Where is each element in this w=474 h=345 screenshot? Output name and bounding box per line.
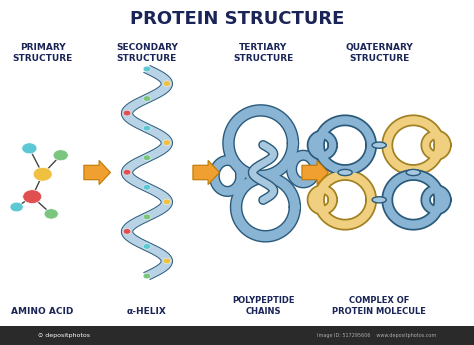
- Circle shape: [33, 167, 52, 181]
- Circle shape: [143, 273, 151, 279]
- Text: COMPLEX OF
PROTEIN MOLECULE: COMPLEX OF PROTEIN MOLECULE: [332, 296, 426, 316]
- Text: POLYPEPTIDE
CHAINS: POLYPEPTIDE CHAINS: [232, 296, 294, 316]
- Circle shape: [163, 258, 171, 264]
- Circle shape: [123, 169, 131, 175]
- FancyArrow shape: [302, 160, 328, 185]
- Ellipse shape: [338, 169, 352, 176]
- Circle shape: [143, 125, 151, 131]
- Circle shape: [163, 81, 171, 86]
- Circle shape: [10, 202, 23, 212]
- Text: TERTIARY
STRUCTURE: TERTIARY STRUCTURE: [233, 43, 293, 62]
- Text: ⊙ depositphotos: ⊙ depositphotos: [38, 333, 90, 338]
- Circle shape: [143, 96, 151, 101]
- Circle shape: [163, 199, 171, 205]
- Ellipse shape: [372, 197, 386, 203]
- FancyBboxPatch shape: [0, 326, 474, 345]
- Text: Image ID: 517295606    www.depositphotos.com: Image ID: 517295606 www.depositphotos.co…: [317, 333, 436, 338]
- Circle shape: [53, 150, 68, 161]
- Circle shape: [143, 244, 151, 249]
- Circle shape: [143, 185, 151, 190]
- Ellipse shape: [372, 142, 386, 148]
- Circle shape: [143, 214, 151, 220]
- FancyArrow shape: [84, 160, 110, 185]
- Circle shape: [143, 155, 151, 160]
- Polygon shape: [121, 66, 173, 279]
- Circle shape: [123, 110, 131, 116]
- Ellipse shape: [406, 169, 420, 176]
- Circle shape: [163, 140, 171, 146]
- Text: AMINO ACID: AMINO ACID: [11, 307, 74, 316]
- Text: α-HELIX: α-HELIX: [127, 307, 167, 316]
- Circle shape: [22, 143, 37, 154]
- FancyArrow shape: [193, 160, 219, 185]
- Circle shape: [143, 66, 151, 72]
- Circle shape: [123, 229, 131, 234]
- Circle shape: [44, 209, 58, 219]
- Text: PRIMARY
STRUCTURE: PRIMARY STRUCTURE: [12, 43, 73, 62]
- Text: QUATERNARY
STRUCTURE: QUATERNARY STRUCTURE: [346, 43, 413, 62]
- Circle shape: [23, 190, 42, 204]
- Text: SECONDARY
STRUCTURE: SECONDARY STRUCTURE: [116, 43, 178, 62]
- Text: PROTEIN STRUCTURE: PROTEIN STRUCTURE: [130, 10, 344, 28]
